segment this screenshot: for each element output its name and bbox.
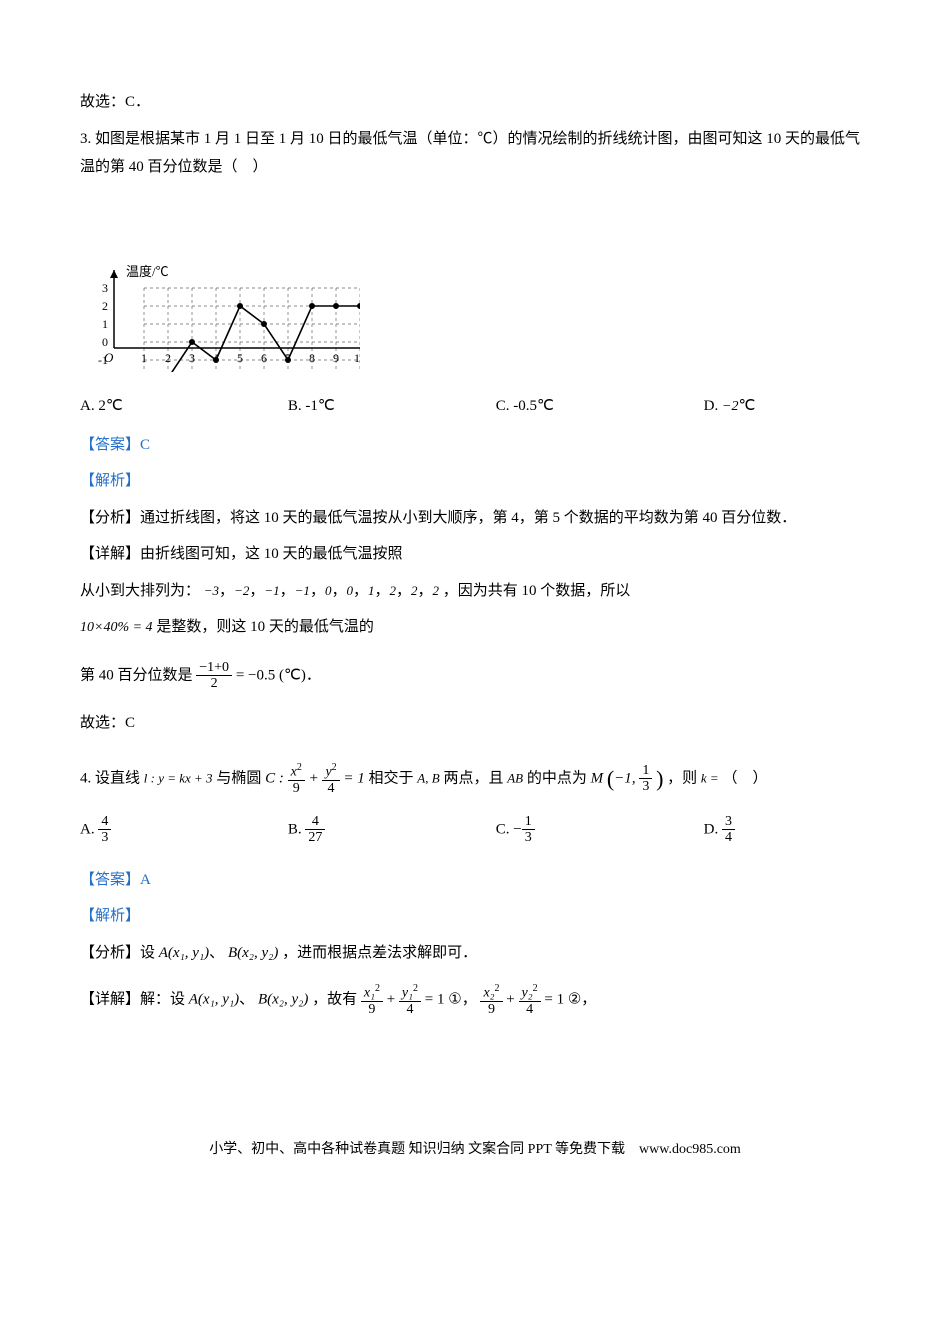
svg-text:0: 0 <box>102 335 108 349</box>
svg-text:3: 3 <box>189 351 195 365</box>
svg-text:O: O <box>104 350 114 365</box>
svg-text:温度/℃: 温度/℃ <box>126 264 169 279</box>
q4-fenxi: 【分析】设 A(x₁, y₁)、 B(x₂, y₂) ，进而根据点差法求解即可． <box>80 939 870 968</box>
page-footer: 小学、初中、高中各种试卷真题 知识归纳 文案合同 PPT 等免费下载 www.d… <box>80 1137 870 1164</box>
q3-calc: 10×40% = 4 是整数，则这 10 天的最低气温的 <box>80 613 870 642</box>
svg-text:3: 3 <box>102 281 108 295</box>
q4-answer: 【答案】A <box>80 866 870 895</box>
q3-sorted: 从小到大排列为： −3，−2，−1，−1，0，0，1，2，2，2 ，因为共有 1… <box>80 577 870 606</box>
svg-text:8: 8 <box>309 351 315 365</box>
svg-text:1: 1 <box>141 351 147 365</box>
q3-option-b: B. -1℃ <box>288 392 496 421</box>
q3-answer: 【答案】C <box>80 431 870 460</box>
q3-option-c: C. -0.5℃ <box>496 392 704 421</box>
svg-text:6: 6 <box>261 351 267 365</box>
q3-option-a: A. 2℃ <box>80 392 288 421</box>
svg-text:5: 5 <box>237 351 243 365</box>
q4-option-a: A. 43 <box>80 814 288 846</box>
q3-p40: 第 40 百分位数是 −1+02 = −0.5 (℃)． <box>80 660 870 692</box>
svg-text:10: 10 <box>354 351 360 365</box>
svg-text:2: 2 <box>165 351 171 365</box>
q3-options: A. 2℃ B. -1℃ C. -0.5℃ D. −2℃ <box>80 392 870 421</box>
previous-answer-line: 故选：C． <box>80 88 870 117</box>
svg-text:2: 2 <box>102 299 108 313</box>
q3-option-d: D. −2℃ <box>704 392 870 421</box>
q3-chart: -3-2-1012312345678910O温度/℃日期 <box>80 192 870 383</box>
q4-detail: 【详解】解：设 A(x₁, y₁)、 B(x₂, y₂) ，故有 x₁29 + … <box>80 983 870 1017</box>
q4-options: A. 43 B. 427 C. −13 D. 34 <box>80 814 870 846</box>
q3-detail-1: 【详解】由折线图可知，这 10 天的最低气温按照 <box>80 540 870 569</box>
svg-text:-2: -2 <box>98 371 108 372</box>
q4-option-c: C. −13 <box>496 814 704 846</box>
svg-text:1: 1 <box>102 317 108 331</box>
q3-analysis-label: 【解析】 <box>80 467 870 496</box>
q3-stem: 3. 如图是根据某市 1 月 1 日至 1 月 10 日的最低气温（单位：℃）的… <box>80 125 870 182</box>
q3-choose: 故选：C <box>80 709 870 738</box>
svg-text:9: 9 <box>333 351 339 365</box>
answer-label: 【答案】 <box>80 437 140 453</box>
q4-stem: 4. 设直线 l : y = kx + 3 与椭圆 C : x29 + y24 … <box>80 758 870 800</box>
q4-analysis-label: 【解析】 <box>80 902 870 931</box>
q4-option-d: D. 34 <box>704 814 870 846</box>
q4-option-b: B. 427 <box>288 814 496 846</box>
q3-fenxi: 【分析】通过折线图，将这 10 天的最低气温按从小到大顺序，第 4，第 5 个数… <box>80 504 870 533</box>
